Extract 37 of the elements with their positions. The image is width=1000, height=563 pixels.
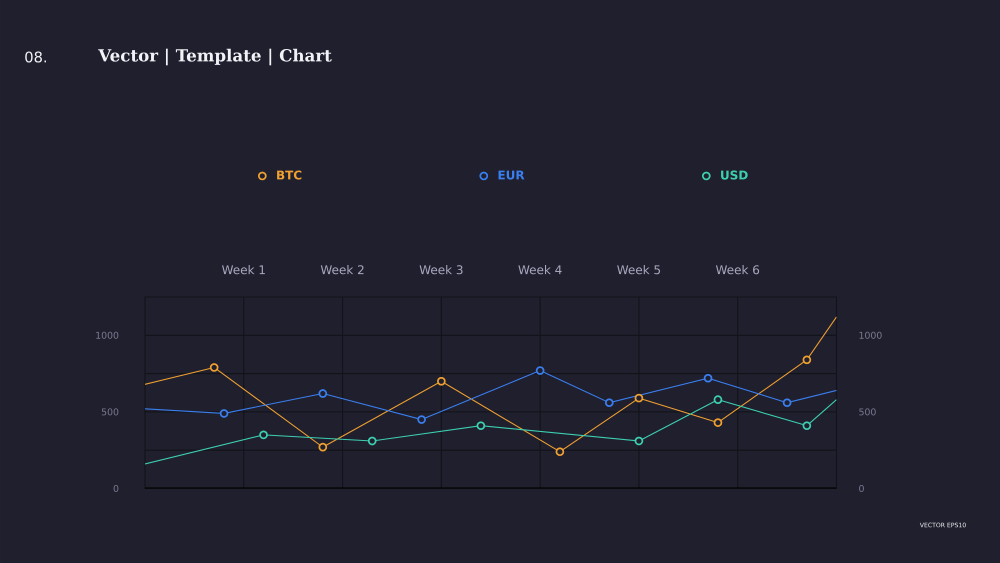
- y2-tick-label: 500: [859, 408, 876, 416]
- x-tick-label: Week 5: [617, 264, 660, 274]
- point: [210, 363, 218, 372]
- x-tick-label: Week 4: [518, 264, 562, 274]
- legend-label: EUR: [498, 170, 524, 180]
- point: [802, 421, 812, 430]
- legend-label: USD: [721, 170, 748, 180]
- point: [782, 398, 792, 408]
- point: [220, 409, 228, 418]
- y2-tick-label: 1000: [860, 332, 882, 339]
- point: [259, 430, 268, 440]
- point: [634, 436, 644, 446]
- x-tick-label: Week 6: [716, 264, 760, 274]
- x-tick-label: Week 2: [320, 264, 364, 274]
- point: [318, 442, 328, 452]
- x-tick-label: Week 1: [222, 264, 265, 274]
- y-tick-label: 0: [114, 484, 118, 492]
- point: [437, 376, 446, 386]
- point: [536, 366, 544, 375]
- point: [634, 394, 644, 402]
- chart-title: Vector | Template | Chart: [98, 48, 332, 66]
- point: [417, 415, 426, 424]
- y2-tick-label: 0: [859, 484, 864, 492]
- x-tick-label: Week 3: [420, 264, 463, 274]
- legend-label: BTC: [277, 170, 302, 180]
- point: [368, 436, 377, 446]
- y-tick-label: 500: [102, 408, 118, 416]
- point: [476, 421, 486, 430]
- point: [802, 355, 812, 364]
- point: [714, 395, 722, 404]
- point: [704, 374, 712, 383]
- point: [714, 418, 722, 427]
- point: [604, 398, 614, 408]
- y-tick-label: 1000: [96, 332, 118, 339]
- point: [318, 389, 328, 398]
- text: 08.: [25, 51, 46, 63]
- point: [556, 447, 564, 456]
